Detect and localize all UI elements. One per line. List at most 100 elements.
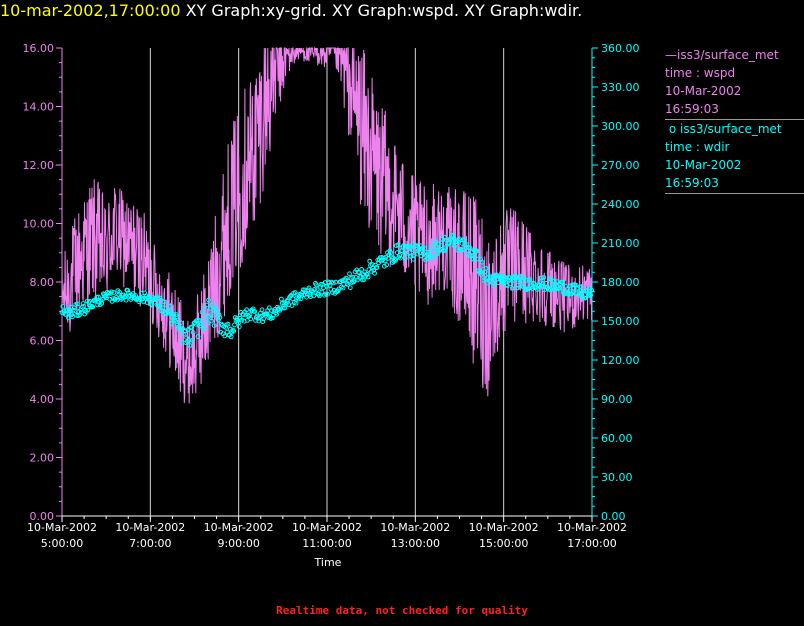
series-point-wdir: [225, 321, 231, 327]
series-point-wdir: [408, 254, 414, 259]
series-point-wdir: [483, 266, 489, 271]
series-point-wdir: [231, 328, 237, 334]
series-point-wdir: [500, 279, 505, 285]
series-point-wdir: [541, 275, 547, 280]
series-point-wdir: [280, 305, 286, 311]
series-point-wdir: [467, 245, 473, 251]
x-tick-label-time: 15:00:00: [479, 537, 528, 550]
series-point-wdir: [479, 272, 484, 278]
series-point-wdir: [75, 301, 80, 307]
series-point-wdir: [364, 271, 370, 277]
series-point-wdir: [173, 318, 178, 324]
x-tick-label-time: 13:00:00: [391, 537, 440, 550]
series-point-wdir: [359, 267, 365, 272]
series-point-wdir: [430, 247, 436, 253]
series-point-wdir: [492, 272, 498, 278]
series-point-wdir: [214, 309, 220, 315]
legend-date: 10-Mar-2002: [665, 84, 742, 98]
series-point-wdir: [441, 234, 447, 240]
series-point-wdir: [330, 280, 336, 286]
series-point-wdir: [384, 262, 390, 268]
x-tick-label-date: 10-Mar-2002: [292, 521, 362, 534]
series-point-wdir: [438, 243, 444, 249]
left-tick-label: 4.00: [30, 393, 55, 406]
series-point-wdir: [189, 324, 195, 330]
series-point-wdir: [195, 334, 201, 340]
series-point-wdir: [411, 256, 416, 262]
legend-time: 16:59:03: [665, 176, 719, 190]
series-point-wdir: [210, 302, 216, 307]
legend-entry-wdir[interactable]: o iss3/surface_met time : wdir 10-Mar-20…: [665, 120, 804, 194]
left-tick-label: 16.00: [23, 42, 55, 55]
series-point-wdir: [554, 279, 560, 285]
series-point-wdir: [450, 233, 456, 239]
series-point-wdir: [479, 259, 485, 265]
x-tick-label-time: 17:00:00: [567, 537, 616, 550]
right-tick-label: 180.00: [601, 276, 640, 289]
series-point-wdir: [539, 275, 544, 281]
x-tick-label-date: 10-Mar-2002: [469, 521, 539, 534]
legend-source: iss3/surface_met: [677, 48, 779, 62]
series-point-wdir: [345, 282, 351, 287]
series-point-wdir: [317, 284, 323, 290]
right-tick-label: 270.00: [601, 159, 640, 172]
series-point-wdir: [209, 318, 215, 324]
series-point-wdir: [570, 290, 576, 296]
series-point-wdir: [540, 280, 546, 286]
legend-variable: time : wspd: [665, 66, 736, 80]
x-tick-label-time: 9:00:00: [217, 537, 259, 550]
right-tick-label: 120.00: [601, 354, 640, 367]
legend-line-marker: —: [665, 48, 677, 62]
left-tick-label: 12.00: [23, 159, 55, 172]
series-point-wdir: [508, 281, 514, 287]
series-point-wdir: [198, 321, 204, 327]
series-point-wdir: [205, 320, 211, 326]
series-point-wdir: [125, 287, 130, 293]
series-point-wdir: [313, 282, 319, 288]
series-point-wdir: [588, 292, 594, 298]
x-tick-label-date: 10-Mar-2002: [557, 521, 627, 534]
series-point-wdir: [393, 257, 399, 263]
series-point-wdir: [296, 296, 301, 302]
series-point-wdir: [489, 275, 495, 281]
series-point-wdir: [419, 245, 425, 251]
series-point-wdir: [374, 265, 380, 270]
series-point-wdir: [432, 239, 438, 244]
series-point-wdir: [260, 319, 266, 325]
series-point-wdir: [517, 274, 523, 280]
series-point-wdir: [485, 271, 491, 277]
series-point-wdir: [402, 251, 407, 256]
right-tick-label: 60.00: [601, 432, 633, 445]
series-point-wdir: [211, 323, 217, 329]
quality-notice: Realtime data, not checked for quality: [276, 604, 528, 617]
series-point-wdir: [392, 257, 398, 262]
series-point-wdir: [318, 281, 324, 287]
series-point-wdir: [244, 307, 250, 313]
x-tick-label-date: 10-Mar-2002: [380, 521, 450, 534]
series-point-wdir: [395, 242, 401, 248]
series-point-wdir: [442, 247, 448, 253]
graph-title-wdir: XY Graph:wdir.: [464, 1, 583, 20]
series-point-wdir: [87, 303, 93, 309]
series-point-wdir: [178, 320, 184, 326]
left-tick-label: 2.00: [30, 452, 55, 465]
series-point-wdir: [383, 254, 389, 260]
series-point-wdir: [582, 295, 588, 301]
series-point-wdir: [274, 311, 280, 317]
graph-header: 10-mar-2002,17:00:00 XY Graph:xy-grid. X…: [0, 0, 804, 26]
series-point-wdir: [306, 285, 312, 291]
series-point-wdir: [187, 343, 193, 348]
series-point-wdir: [190, 338, 195, 343]
series-point-wdir: [216, 312, 222, 318]
series-point-wdir: [223, 325, 229, 330]
series-point-wdir: [452, 244, 458, 249]
series-point-wdir: [293, 300, 299, 306]
series-point-wdir: [65, 307, 71, 313]
legend-entry-wspd[interactable]: —iss3/surface_met time : wspd 10-Mar-200…: [665, 46, 804, 120]
series-point-wdir: [199, 309, 205, 315]
x-tick-label-time: 11:00:00: [302, 537, 351, 550]
series-point-wdir: [404, 250, 410, 256]
series-point-wdir: [170, 318, 176, 323]
series-point-wdir: [70, 314, 75, 320]
series-point-wdir: [530, 280, 536, 286]
